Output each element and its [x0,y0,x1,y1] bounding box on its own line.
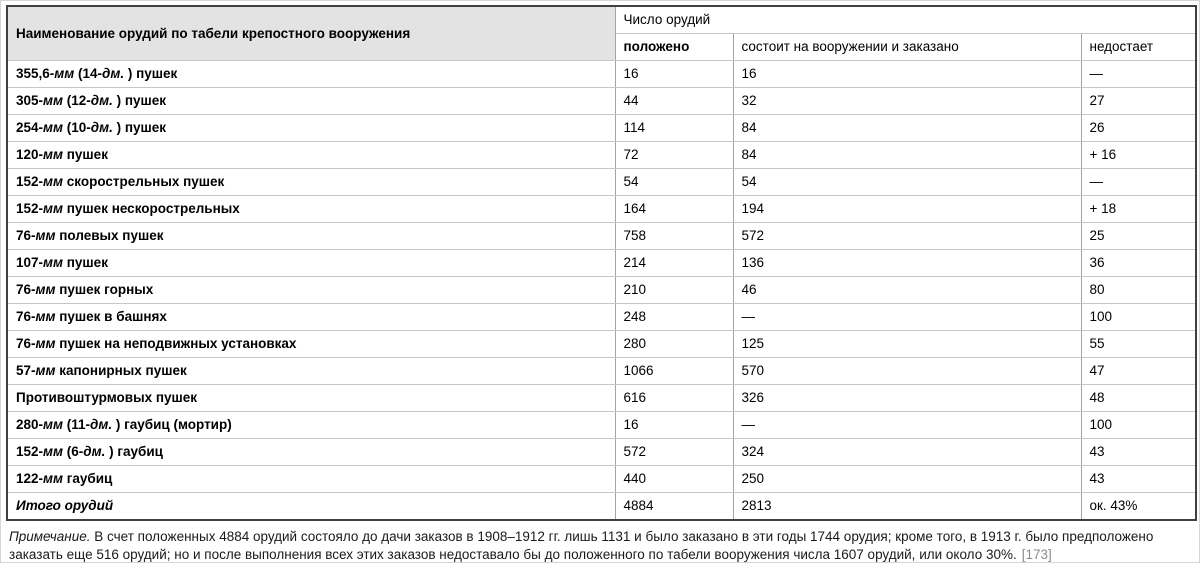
table-row: 355,6-мм (14-дм. ) пушек 16 16— [6,60,1197,88]
in-service-count-cell: 54 [732,168,1082,196]
required-count-cell: 114 [614,114,734,142]
column-header-in-service-and-ordered: состоит на вооружении и заказано [732,33,1082,61]
table-row: 280-мм (11-дм. ) гаубиц (мортир) 16—100 [6,411,1197,439]
gun-name-cell: 254-мм (10-дм. ) пушек [6,114,616,142]
shortage-cell: 100 [1080,303,1197,331]
footnote-page-ref[interactable]: [173] [1021,546,1052,562]
header-row-2: положено состоит на вооружении и заказан… [7,33,1197,61]
table-row: 254-мм (10-дм. ) пушек 114 84 26 [6,114,1197,142]
in-service-count-cell: 570 [732,357,1082,385]
required-count-cell: 164 [614,195,734,223]
in-service-count-cell: — [732,303,1082,331]
shortage-cell: 43 [1080,465,1197,493]
shortage-cell: 47 [1080,357,1197,385]
shortage-cell: 80 [1080,276,1197,304]
footnote-text: В счет положенных 4884 орудий состояло д… [9,529,1154,562]
shortage-cell: — [1080,60,1197,88]
gun-name-cell: 280-мм (11-дм. ) гаубиц (мортир) [6,411,616,439]
table-row: 107-мм пушек 214 136 36 [6,249,1197,277]
gun-name-cell: 107-мм пушек [6,249,616,277]
table-row: 120-мм пушек 72 84 + 16 [6,141,1197,169]
table-row: 57-мм капонирных пушек 1066 570 47 [6,357,1197,385]
required-count-cell: 16 [614,60,734,88]
in-service-count-cell: — [732,411,1082,439]
shortage-cell: 48 [1080,384,1197,412]
gun-name-cell: 57-мм капонирных пушек [6,357,616,385]
gun-name-cell: 76-мм пушек на неподвижных установках [6,330,616,358]
shortage-cell: 55 [1080,330,1197,358]
column-header-gun-name: Наименование орудий по табели крепостног… [6,5,616,61]
in-service-count-cell: 84 [732,141,1082,169]
in-service-count-cell: 84 [732,114,1082,142]
gun-name-cell: 76-мм пушек горных [6,276,616,304]
required-count-cell: 1066 [614,357,734,385]
table-row: 76-мм пушек на неподвижных установках 280… [6,330,1197,358]
in-service-count-cell: 324 [732,438,1082,466]
gun-name-cell: Противоштурмовых пушек [6,384,616,412]
required-count-cell: 572 [614,438,734,466]
shortage-cell: 36 [1080,249,1197,277]
required-count-cell: 214 [614,249,734,277]
shortage-cell: 27 [1080,87,1197,115]
table-row: 122-мм гаубиц 440 250 43 [6,465,1197,493]
column-group-header-gun-count: Число орудий [614,5,1197,34]
required-count-cell: 280 [614,330,734,358]
footnote-label: Примечание. [9,529,91,544]
table-row: 152-мм скорострельных пушек 54 54— [6,168,1197,196]
required-count-cell: 758 [614,222,734,250]
required-count-cell: 4884 [614,492,734,521]
shortage-cell: — [1080,168,1197,196]
column-header-shortage: недостает [1080,33,1197,61]
table-row: 152-мм пушек нескорострельных 164 194 + 18 [6,195,1197,223]
gun-name-cell: 152-мм (6-дм. ) гаубиц [6,438,616,466]
in-service-count-cell: 46 [732,276,1082,304]
shortage-cell: 25 [1080,222,1197,250]
required-count-cell: 248 [614,303,734,331]
gun-name-cell: 152-мм пушек нескорострельных [6,195,616,223]
shortage-cell: ок. 43% [1080,492,1197,521]
required-count-cell: 54 [614,168,734,196]
in-service-count-cell: 16 [732,60,1082,88]
in-service-count-cell: 125 [732,330,1082,358]
table-row: 76-мм пушек в башнях 248—100 [6,303,1197,331]
required-count-cell: 16 [614,411,734,439]
gun-name-cell: 355,6-мм (14-дм. ) пушек [6,60,616,88]
in-service-count-cell: 572 [732,222,1082,250]
in-service-count-cell: 250 [732,465,1082,493]
gun-name-cell: 76-мм полевых пушек [6,222,616,250]
table-row: 152-мм (6-дм. ) гаубиц 572 324 43 [6,438,1197,466]
shortage-cell: 100 [1080,411,1197,439]
required-count-cell: 72 [614,141,734,169]
header-row-1: Наименование орудий по табели крепостног… [6,5,1197,61]
required-count-cell: 616 [614,384,734,412]
total-row: Итого орудий 4884 2813 ок. 43% [6,492,1197,521]
fortress-armament-table: Наименование орудий по табели крепостног… [6,5,1197,521]
table-row: 305-мм (12-дм. ) пушек 44 32 27 [6,87,1197,115]
required-count-cell: 44 [614,87,734,115]
in-service-count-cell: 136 [732,249,1082,277]
table-row: 76-мм полевых пушек 758 572 25 [6,222,1197,250]
required-count-cell: 440 [614,465,734,493]
shortage-cell: 43 [1080,438,1197,466]
table-row: 76-мм пушек горных 210 46 80 [6,276,1197,304]
gun-name-cell: 120-мм пушек [6,141,616,169]
shortage-cell: 26 [1080,114,1197,142]
gun-name-cell: 76-мм пушек в башнях [6,303,616,331]
gun-name-cell: 152-мм скорострельных пушек [6,168,616,196]
gun-name-cell: 305-мм (12-дм. ) пушек [6,87,616,115]
in-service-count-cell: 326 [732,384,1082,412]
required-count-cell: 210 [614,276,734,304]
in-service-count-cell: 194 [732,195,1082,223]
in-service-count-cell: 2813 [732,492,1082,521]
gun-name-cell: Итого орудий [6,492,616,521]
footnote: Примечание. В счет положенных 4884 оруди… [9,528,1191,563]
column-header-required: положено [614,33,734,61]
table-row: Противоштурмовых пушек 616 326 48 [6,384,1197,412]
shortage-cell: + 16 [1080,141,1197,169]
gun-name-cell: 122-мм гаубиц [6,465,616,493]
shortage-cell: + 18 [1080,195,1197,223]
in-service-count-cell: 32 [732,87,1082,115]
